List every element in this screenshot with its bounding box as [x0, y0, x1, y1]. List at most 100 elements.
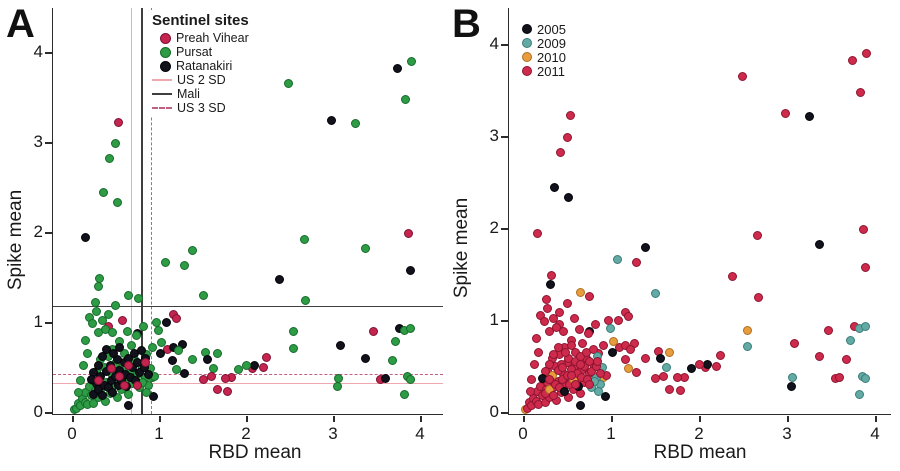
data-point	[593, 356, 603, 366]
data-point	[601, 391, 611, 401]
legend-item-label: US 3 SD	[177, 101, 226, 115]
us3sd-line-icon	[152, 107, 172, 109]
data-point	[564, 392, 574, 402]
data-point	[545, 279, 555, 289]
data-point	[94, 282, 104, 292]
legend-item-us3sd: US 3 SD	[152, 101, 249, 115]
data-point	[549, 313, 559, 323]
data-point	[815, 240, 825, 250]
data-point	[835, 373, 845, 383]
data-point	[212, 349, 222, 358]
data-point	[861, 48, 871, 58]
ref-line-horizontal	[53, 374, 443, 376]
y-tick-mark	[45, 412, 52, 414]
panel-b-legend: 2005 2009 2010 2011	[516, 20, 570, 80]
data-point	[595, 368, 605, 378]
data-point	[527, 375, 537, 385]
data-point	[575, 287, 585, 297]
data-point	[546, 271, 556, 281]
ratanakiri-dot-icon	[160, 60, 171, 72]
data-point	[676, 386, 686, 396]
data-point	[97, 315, 107, 325]
data-point	[624, 311, 634, 321]
data-point	[855, 88, 865, 98]
y-tick-mark	[45, 52, 52, 54]
panel-b-x-axis-title: RBD mean	[653, 442, 747, 463]
x-tick-label: 1	[154, 424, 164, 443]
legend-item-label: 2009	[537, 35, 566, 51]
data-point	[559, 387, 569, 397]
data-point	[336, 340, 346, 350]
data-point	[549, 390, 559, 400]
data-point	[392, 63, 402, 73]
legend-item-label: US 2 SD	[177, 73, 226, 87]
data-point	[250, 360, 260, 370]
data-point	[83, 349, 93, 358]
legend-item-label: Ratanakiri	[176, 59, 233, 73]
data-point	[111, 139, 120, 149]
data-point	[564, 193, 574, 203]
x-tick-label: 1	[606, 424, 616, 443]
data-point	[673, 373, 683, 383]
panel-b-plot-area: 0 1 2 3 4 0 1 2 3 4	[490, 8, 891, 443]
data-point	[584, 379, 594, 389]
data-point	[780, 109, 790, 119]
data-point	[686, 364, 696, 374]
data-point	[532, 229, 542, 239]
data-point	[659, 371, 669, 381]
data-point	[727, 272, 737, 282]
legend-item-us2sd: US 2 SD	[152, 73, 249, 87]
data-point	[93, 376, 103, 385]
data-point	[160, 258, 170, 268]
data-point	[132, 358, 142, 367]
data-point	[326, 115, 336, 125]
data-point	[625, 344, 635, 354]
legend-item-label: Pursat	[176, 45, 213, 59]
legend-item-label: 2010	[537, 49, 566, 65]
data-point	[90, 297, 100, 307]
data-point	[594, 387, 604, 397]
data-point	[847, 56, 857, 66]
data-point	[571, 379, 581, 389]
data-point	[842, 355, 852, 365]
x-tick-label: 2	[694, 424, 704, 443]
data-point	[149, 392, 159, 402]
data-point	[614, 316, 624, 326]
data-point	[80, 335, 90, 345]
year-2010-dot-icon	[522, 52, 532, 62]
year-2011-dot-icon	[522, 66, 532, 76]
legend-item-label: 2011	[537, 63, 565, 79]
data-point	[651, 288, 661, 298]
y-tick-label: 4	[489, 34, 499, 53]
data-point	[124, 401, 134, 411]
data-point	[88, 319, 98, 329]
data-point	[144, 369, 154, 379]
data-point	[173, 346, 183, 356]
data-point	[854, 390, 864, 400]
data-point	[162, 318, 172, 328]
y-tick-label: 2	[489, 218, 499, 237]
data-point	[123, 326, 133, 336]
data-point	[560, 347, 570, 357]
data-point	[555, 308, 565, 318]
data-point	[241, 360, 251, 370]
x-tick-mark	[159, 416, 161, 422]
data-point	[404, 229, 414, 239]
data-point	[289, 343, 299, 353]
data-point	[632, 367, 642, 377]
data-point	[104, 153, 114, 163]
legend-item-mali: Mali	[152, 87, 249, 101]
data-point	[715, 351, 725, 361]
data-point	[609, 336, 619, 346]
data-point	[605, 323, 615, 333]
data-point	[111, 301, 120, 311]
y-tick-mark	[501, 320, 508, 322]
data-point	[529, 359, 539, 369]
panel-a-label: A	[6, 2, 35, 46]
data-point	[544, 359, 554, 369]
data-point	[115, 371, 125, 381]
data-point	[133, 294, 143, 304]
data-point	[703, 359, 713, 369]
y-tick-label: 0	[33, 402, 43, 421]
